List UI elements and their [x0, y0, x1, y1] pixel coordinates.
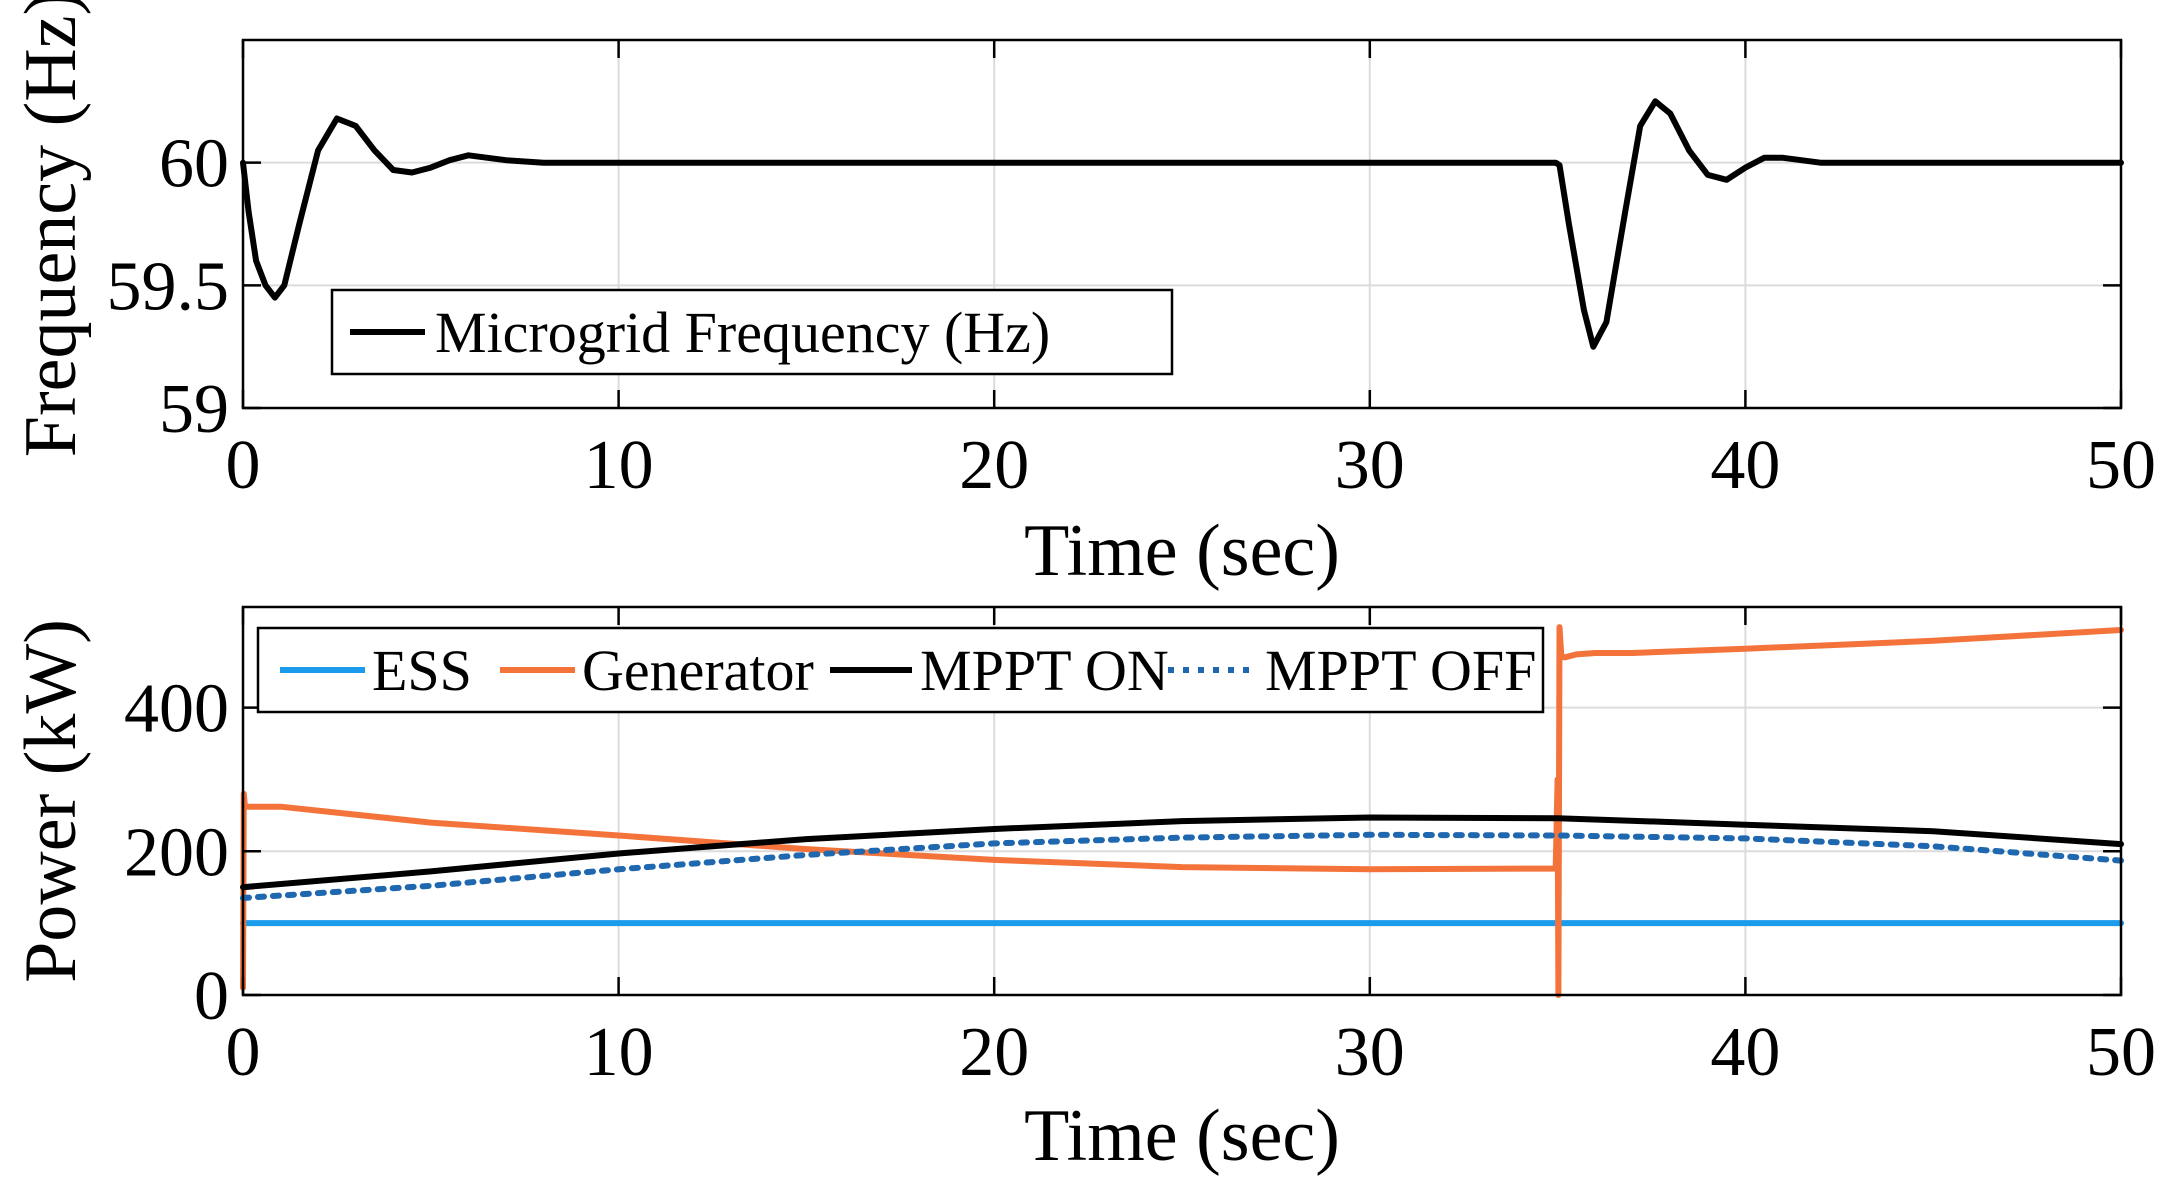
power-y-axis-label: Power (kW): [10, 619, 92, 983]
power-y-tick-label-200: 200: [124, 814, 229, 891]
power-y-tick-label-0: 0: [194, 958, 229, 1035]
power-x-tick-label-20: 20: [959, 1014, 1029, 1091]
frequency-x-tick-label-50: 50: [2086, 427, 2156, 504]
frequency-x-tick-label-10: 10: [584, 427, 654, 504]
frequency-x-axis-label: Time (sec): [1024, 510, 1340, 592]
power-x-tick-label-40: 40: [1710, 1014, 1780, 1091]
frequency-y-axis-label: Frequency (Hz): [10, 0, 92, 457]
series-line-mppt-on: [240, 814, 2124, 891]
frequency-y-tick-label-59-5: 59.5: [107, 248, 230, 325]
power-series: [240, 624, 2124, 998]
power-x-tick-label-30: 30: [1335, 1014, 1405, 1091]
legend-label-mppt-off: MPPT OFF: [1265, 638, 1536, 703]
power-x-tick-label-50: 50: [2086, 1014, 2156, 1091]
frequency-x-tick-label-0: 0: [226, 427, 261, 504]
power-x-axis-label: Time (sec): [1024, 1095, 1340, 1177]
series-line-generator: [240, 624, 2124, 998]
power-ticks: 0 10 20 30 40 50 0 200 400: [124, 607, 2156, 1091]
frequency-ticks: 0 10 20 30 40 50 59 59.5 60: [107, 40, 2156, 504]
frequency-legend: Microgrid Frequency (Hz): [330, 288, 1174, 376]
power-legend: ESS Generator MPPT ON MPPT OFF: [256, 626, 1545, 714]
frequency-y-tick-label-60: 60: [159, 126, 229, 203]
legend-label-generator: Generator: [582, 638, 814, 703]
frequency-plot-frame: [241, 38, 2123, 410]
frequency-x-tick-label-20: 20: [959, 427, 1029, 504]
frequency-x-tick-label-40: 40: [1710, 427, 1780, 504]
series-line-microgrid-frequency-hz: [240, 98, 2124, 350]
power-y-tick-label-400: 400: [124, 671, 229, 748]
frequency-series: [240, 98, 2124, 350]
frequency-y-tick-label-59: 59: [159, 371, 229, 448]
frequency-x-tick-label-30: 30: [1335, 427, 1405, 504]
legend-label-ess: ESS: [372, 638, 472, 703]
power-x-tick-label-0: 0: [226, 1014, 261, 1091]
power-plot-frame: [241, 605, 2123, 997]
series-line-mppt-off: [240, 831, 2124, 901]
power-x-tick-label-10: 10: [584, 1014, 654, 1091]
frequency-chart: 0 10 20 30 40 50 59 59.5 60 Time (sec) Frequency…: [10, 0, 2156, 592]
legend-label-mppt-on: MPPT ON: [920, 638, 1169, 703]
legend-label-microgrid-frequency: Microgrid Frequency (Hz): [435, 300, 1050, 365]
frequency-legend-box: [330, 288, 1174, 376]
power-chart: 0 10 20 30 40 50 0 200 400 Time (sec) Power (kW)…: [10, 605, 2156, 1177]
